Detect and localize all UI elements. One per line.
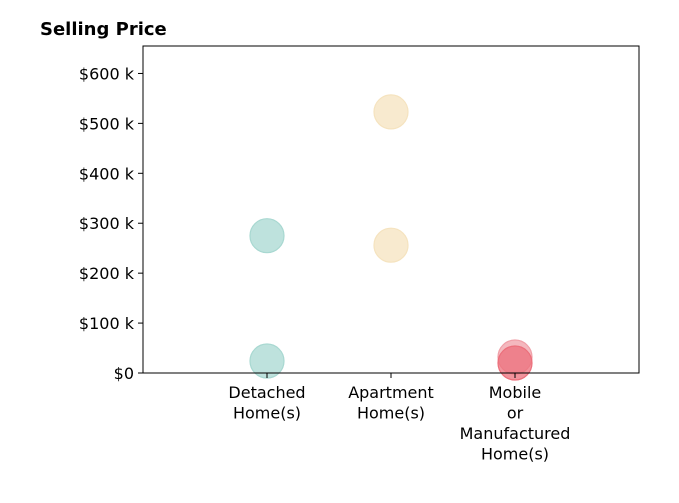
y-tick-label: $100 k (79, 314, 135, 333)
y-tick-label: $400 k (79, 164, 135, 183)
data-point (373, 227, 409, 263)
y-tick-label: $500 k (79, 114, 135, 133)
x-tick-label: Apartment (348, 383, 434, 402)
x-tick-label: Home(s) (233, 404, 301, 423)
x-tick-label: Home(s) (481, 445, 549, 464)
data-point (497, 345, 533, 381)
y-tick-label: $300 k (79, 214, 135, 233)
data-point (373, 94, 409, 130)
y-tick-label: $200 k (79, 264, 135, 283)
data-point (249, 218, 285, 254)
x-axis: Detached Home(s) Apartment Home(s) Mobile orM… (228, 373, 570, 464)
x-tick-label: Home(s) (357, 404, 425, 423)
y-tick-label: $600 k (79, 64, 135, 83)
x-tick-label: Manufactured (460, 424, 571, 443)
x-tick-label: Detached (228, 383, 305, 402)
y-tick-label: $0 (114, 364, 134, 383)
data-point (249, 343, 285, 379)
chart-title: Selling Price (40, 19, 167, 40)
y-axis: $0 $100 k $200 k $300 k $400 k $500 k $600 k (79, 64, 143, 383)
x-tick-label: Mobile (489, 383, 541, 402)
x-tick-label: or (507, 404, 524, 423)
data-points (249, 94, 533, 381)
